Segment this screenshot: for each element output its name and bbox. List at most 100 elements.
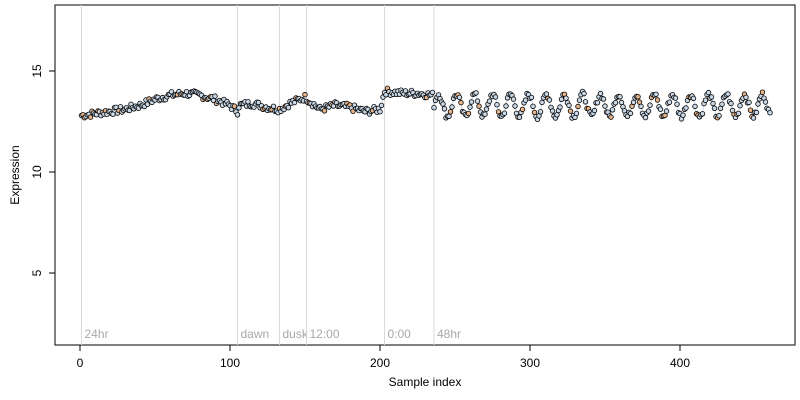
data-point [528, 94, 535, 101]
x-tick-label: 300 [520, 356, 540, 370]
vertical-markers: 24hr dawn dusk 12:00 0:00 48hr [81, 5, 461, 345]
data-point [711, 105, 718, 111]
y-tick-label: 5 [30, 269, 44, 276]
data-point [110, 111, 116, 117]
data-point [468, 99, 475, 105]
x-tick-label: 100 [220, 356, 240, 370]
data-point [692, 103, 698, 110]
data-point [234, 112, 241, 118]
data-point [575, 103, 581, 110]
data-point [654, 97, 661, 103]
data-point [759, 89, 766, 95]
data-point [494, 101, 500, 108]
plot-frame [54, 4, 796, 346]
data-point [608, 114, 614, 120]
data-point [212, 93, 218, 99]
data-point [447, 109, 454, 115]
data-point [530, 103, 536, 109]
x-tick-label: 0 [77, 356, 84, 370]
data-point [429, 89, 436, 96]
data-point [638, 103, 644, 110]
data-point [503, 103, 509, 109]
data-point [302, 91, 308, 98]
x-axis-title: Sample index [389, 375, 462, 389]
data-point [543, 91, 550, 97]
data-point [750, 115, 757, 121]
data-point [699, 111, 706, 117]
data-point [441, 106, 448, 112]
data-point [510, 96, 517, 102]
data-point [458, 99, 464, 106]
data-point [690, 95, 697, 102]
data-point [291, 99, 298, 106]
data-point [737, 102, 743, 109]
data-point [630, 99, 637, 105]
data-point [483, 106, 490, 112]
data-point [635, 94, 641, 100]
data-point [321, 108, 328, 114]
data-point [431, 104, 437, 111]
data-point [702, 97, 709, 103]
data-point [482, 111, 488, 117]
data-point [440, 101, 446, 107]
data-point [666, 99, 673, 105]
data-point [473, 90, 479, 96]
data-point [725, 91, 731, 97]
data-point [558, 96, 565, 102]
data-point [627, 110, 634, 117]
data-point [255, 99, 262, 106]
data-point [762, 99, 769, 105]
data-point [573, 110, 580, 117]
data-point [581, 90, 587, 97]
marker-label: dawn [241, 327, 270, 341]
data-point [597, 90, 604, 97]
data-point [566, 102, 572, 109]
data-point [516, 114, 523, 120]
marker-label: dusk [283, 327, 309, 341]
data-point [231, 103, 238, 109]
data-point [735, 110, 742, 117]
data-point [557, 104, 563, 110]
data-point [270, 103, 277, 109]
marker-label: 12:00 [310, 327, 340, 341]
data-point [663, 108, 670, 114]
marker-label: 24hr [85, 327, 109, 341]
y-axis-title: Expression [8, 145, 22, 204]
data-point [245, 98, 251, 105]
data-point [747, 107, 754, 113]
data-point [647, 102, 653, 108]
data-point [602, 103, 608, 109]
data-point [767, 109, 773, 116]
data-point [657, 106, 664, 112]
data-point [512, 103, 518, 109]
data-point [683, 105, 689, 111]
marker-label: 48hr [437, 327, 461, 341]
data-point [674, 101, 680, 107]
data-point [719, 101, 725, 107]
data-point [285, 104, 292, 111]
data-points [78, 85, 773, 122]
data-point [591, 107, 598, 114]
data-point [594, 99, 601, 106]
data-point [474, 98, 481, 104]
data-point [549, 108, 556, 114]
data-point [600, 96, 607, 102]
data-point [672, 95, 679, 101]
data-point [567, 108, 574, 114]
data-point [546, 97, 553, 103]
data-point [563, 95, 569, 101]
data-point [402, 88, 409, 94]
data-point [456, 94, 463, 101]
data-point [617, 94, 623, 100]
data-point [519, 106, 526, 113]
data-point [539, 99, 545, 106]
data-point [642, 114, 649, 121]
data-point [582, 99, 589, 105]
data-point [609, 107, 616, 113]
data-point [743, 94, 749, 100]
y-axis: 5 10 15 [30, 64, 55, 276]
data-point [522, 97, 529, 103]
data-point [576, 97, 583, 103]
data-point [645, 108, 652, 114]
data-point [746, 99, 752, 106]
